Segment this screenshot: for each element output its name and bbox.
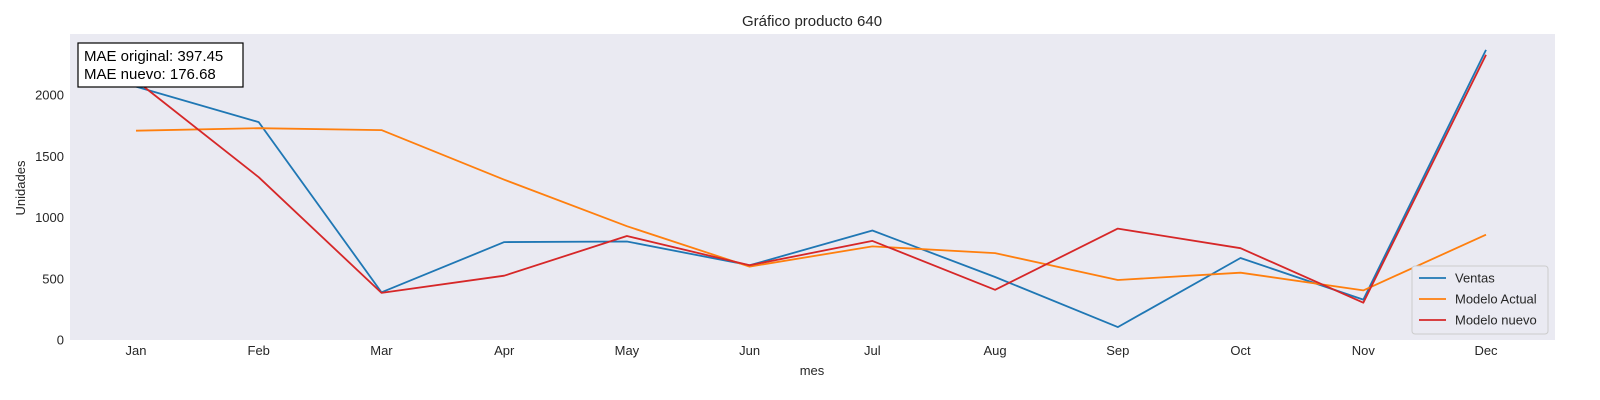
plot-area [70,34,1555,340]
x-tick-label: Jul [864,343,881,358]
series-line-modelo-nuevo [135,54,1487,304]
legend-label: Modelo nuevo [1455,313,1537,328]
series-line-ventas [135,49,1487,329]
x-tick-label: Aug [984,343,1007,358]
legend-frame [1411,265,1549,335]
x-tick-label: Apr [494,343,515,358]
x-tick-label: Oct [1230,343,1251,358]
x-tick-labels: Jan Feb Mar Apr May Jun Jul Aug Sep Oct Nov Dec [126,343,1499,358]
y-tick-label: 1500 [35,149,64,164]
x-axis-label: mes [800,363,825,378]
x-tick-label: May [615,343,640,358]
y-tick-labels: 0 500 1000 1500 2000 [35,88,64,348]
legend: Ventas Modelo Actual Modelo nuevo [1411,265,1549,335]
annotation-line-1: MAE original: 397.45 [84,48,223,65]
series-lines [135,49,1487,329]
y-axis-label: Unidades [13,160,28,215]
x-tick-label: Nov [1352,343,1376,358]
y-tick-label: 500 [42,271,64,286]
x-tick-label: Jan [126,343,147,358]
series-line-modelo-actual [135,127,1487,292]
x-tick-label: Jun [739,343,760,358]
y-tick-label: 2000 [35,88,64,103]
x-tick-label: Dec [1474,343,1498,358]
chart-title: Gráfico producto 640 [742,13,882,30]
annotation-box: MAE original: 397.45 MAE nuevo: 176.68 [77,42,244,88]
y-tick-label: 1000 [35,210,64,225]
annotation-line-2: MAE nuevo: 176.68 [84,66,216,83]
legend-label: Ventas [1455,271,1495,286]
x-tick-label: Feb [248,343,270,358]
x-tick-label: Mar [370,343,393,358]
y-tick-label: 0 [57,333,64,348]
legend-label: Modelo Actual [1455,292,1537,307]
x-tick-label: Sep [1106,343,1129,358]
